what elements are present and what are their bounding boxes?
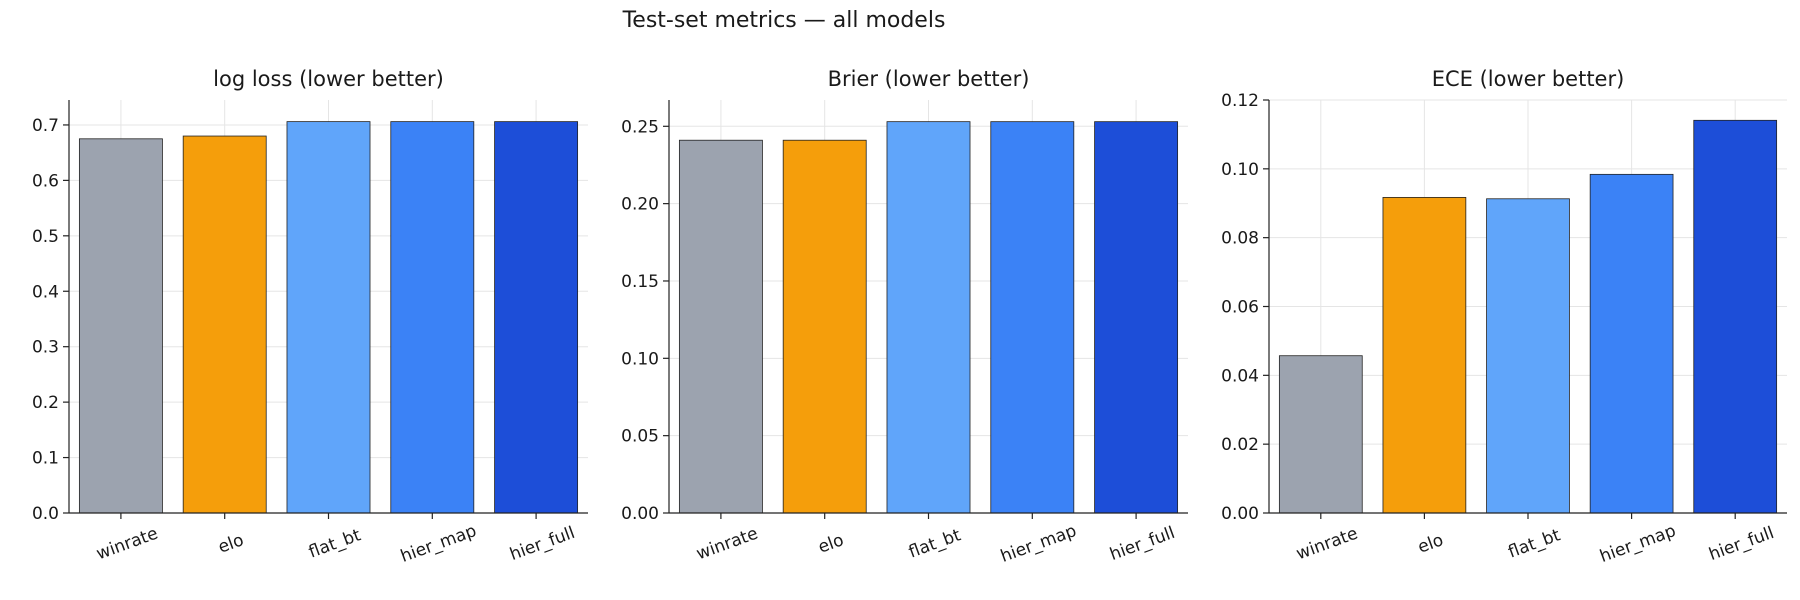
bar-elo <box>182 135 267 514</box>
y-tick-label: 0.7 <box>32 116 59 136</box>
x-tick-label: hier_map <box>1597 521 1678 567</box>
chart-title: log loss (lower better) <box>213 67 444 91</box>
bar-hier_map <box>990 121 1075 514</box>
y-tick-label: 0.06 <box>1221 298 1259 318</box>
x-tick-label: hier_full <box>507 523 577 565</box>
x-tick-label: hier_map <box>998 521 1079 567</box>
y-tick-label: 0.05 <box>621 427 659 447</box>
x-tick-label: flat_bt <box>306 525 364 562</box>
y-tick-label: 0.0 <box>32 504 59 524</box>
x-tick-label: elo <box>216 530 247 558</box>
bar-hier_full <box>1094 121 1179 514</box>
figure-title: Test-set metrics — all models <box>622 8 946 33</box>
y-tick-label: 0.4 <box>32 282 59 302</box>
bar-hier_full <box>1693 119 1778 514</box>
x-tick-label: hier_full <box>1706 523 1776 565</box>
y-tick-label: 0.04 <box>1221 366 1259 386</box>
bar-hier_map <box>390 121 475 514</box>
x-tick-label: hier_map <box>398 521 479 567</box>
bar-winrate <box>1278 355 1363 514</box>
y-tick-label: 0.10 <box>621 349 659 369</box>
chart-title: Brier (lower better) <box>828 67 1030 91</box>
bar-winrate <box>78 138 163 514</box>
chart-panel-3: ECE (lower better) 0.00 0.02 0.04 0.06 0.08 0.… <box>1221 67 1787 567</box>
y-tick-label: 0.3 <box>32 338 59 358</box>
bar-hier_full <box>494 121 579 514</box>
x-tick-label: hier_full <box>1107 523 1177 565</box>
bar-elo <box>1382 196 1467 514</box>
y-tick-label: 0.12 <box>1221 91 1259 111</box>
chart-panel-1: log loss (lower better) 0.0 0.1 0.2 0.3 0.4 0.… <box>32 67 588 567</box>
x-tick-label: winrate <box>694 524 761 565</box>
x-tick-label: elo <box>816 530 847 558</box>
y-tick-label: 0.25 <box>621 117 659 137</box>
y-tick-label: 0.6 <box>32 171 59 191</box>
y-tick-label: 0.00 <box>1221 504 1259 524</box>
chart-title: ECE (lower better) <box>1432 67 1625 91</box>
y-tick-label: 0.2 <box>32 393 59 413</box>
x-tick-label: elo <box>1415 530 1446 558</box>
y-tick-label: 0.20 <box>621 195 659 215</box>
y-tick-label: 0.1 <box>32 449 59 469</box>
y-tick-label: 0.08 <box>1221 229 1259 249</box>
y-tick-label: 0.00 <box>621 504 659 524</box>
bar-elo <box>782 139 867 514</box>
y-tick-label: 0.10 <box>1221 160 1259 180</box>
y-tick-label: 0.15 <box>621 272 659 292</box>
bar-flat_bt <box>286 121 371 514</box>
x-tick-label: winrate <box>94 524 161 565</box>
y-tick-label: 0.5 <box>32 227 59 247</box>
bar-flat_bt <box>1486 198 1570 514</box>
bar-hier_map <box>1589 173 1674 514</box>
bar-flat_bt <box>886 121 971 514</box>
x-tick-label: winrate <box>1294 524 1361 565</box>
bar-winrate <box>678 139 763 514</box>
x-tick-label: flat_bt <box>906 525 964 562</box>
y-tick-label: 0.02 <box>1221 435 1259 455</box>
chart-panel-2: Brier (lower better) 0.00 0.05 0.10 0.15 0.20… <box>621 67 1188 567</box>
x-tick-label: flat_bt <box>1506 525 1564 562</box>
